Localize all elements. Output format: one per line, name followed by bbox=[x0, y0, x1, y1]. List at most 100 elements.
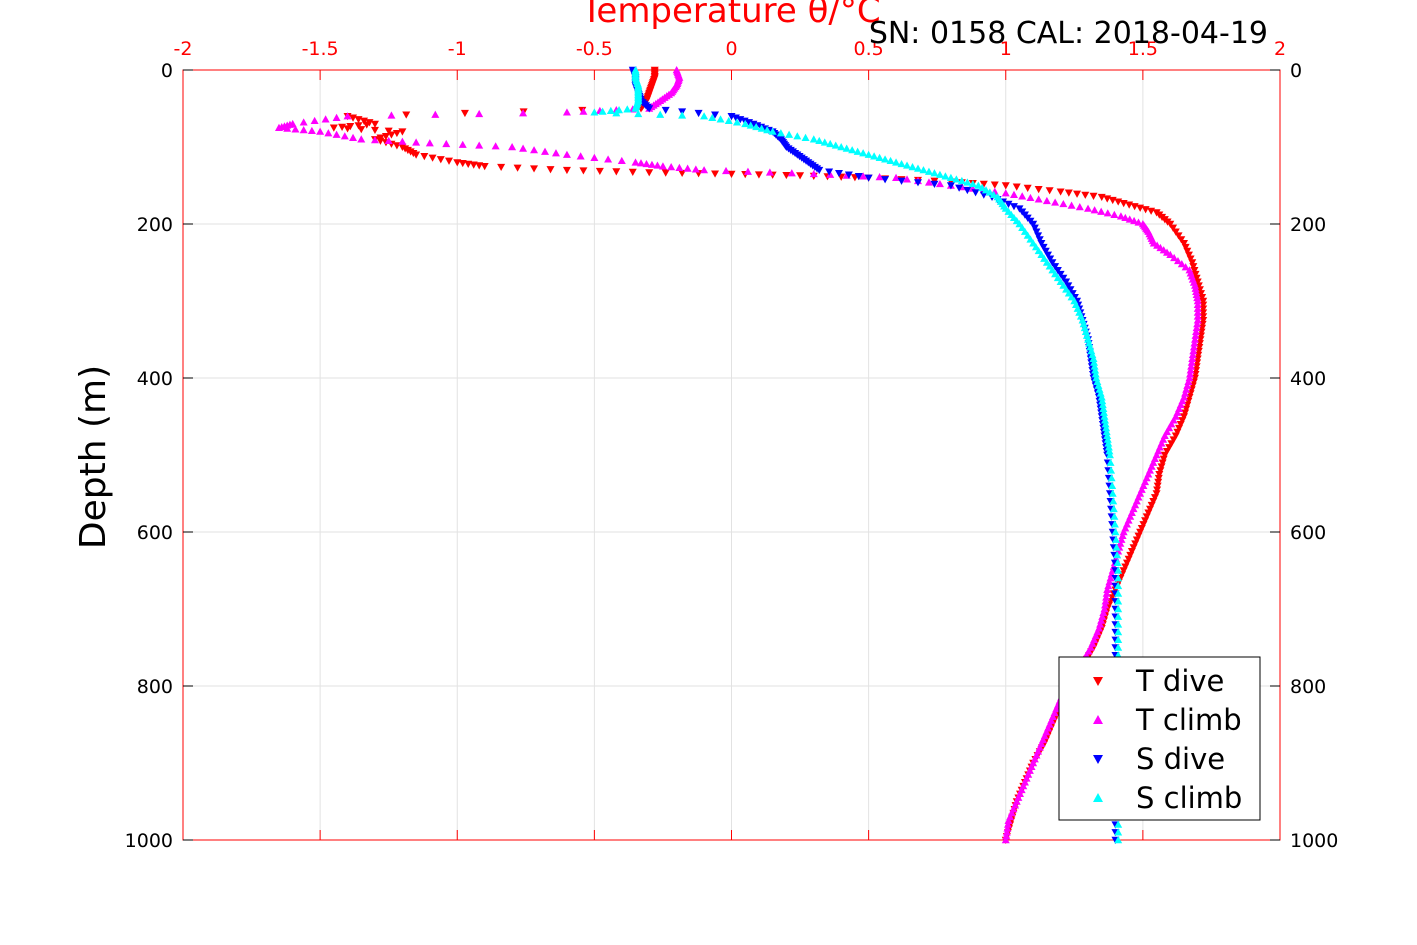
data-point bbox=[897, 159, 906, 168]
data-point bbox=[1144, 509, 1153, 517]
legend-box bbox=[1058, 656, 1261, 821]
data-point bbox=[1103, 209, 1112, 217]
data-point bbox=[1103, 585, 1112, 593]
data-point bbox=[1188, 259, 1197, 267]
data-point bbox=[562, 150, 571, 158]
data-point bbox=[1053, 267, 1062, 275]
data-point bbox=[1114, 620, 1123, 628]
data-point bbox=[1186, 255, 1195, 263]
data-point bbox=[530, 146, 539, 154]
data-point bbox=[1110, 520, 1119, 528]
data-point bbox=[1106, 458, 1115, 466]
data-point bbox=[420, 153, 429, 161]
data-point bbox=[691, 165, 700, 173]
data-point bbox=[1041, 247, 1050, 255]
data-point bbox=[1132, 536, 1141, 544]
data-point bbox=[1056, 270, 1065, 279]
y-tick-label-left: 400 bbox=[137, 368, 173, 390]
data-point bbox=[864, 174, 873, 182]
data-point bbox=[1111, 535, 1120, 543]
data-point bbox=[978, 183, 987, 192]
data-point bbox=[853, 147, 862, 155]
data-point bbox=[982, 186, 991, 194]
data-point bbox=[1114, 589, 1123, 597]
x-tick-label: -1 bbox=[448, 38, 467, 60]
chart-title: Temperature θ/°C bbox=[580, 0, 880, 31]
data-point bbox=[1122, 559, 1131, 567]
data-point bbox=[1104, 439, 1113, 447]
data-point bbox=[1078, 316, 1087, 324]
data-point bbox=[453, 159, 462, 167]
data-point bbox=[1084, 204, 1093, 212]
data-point bbox=[321, 115, 330, 123]
data-point bbox=[826, 139, 835, 148]
data-point bbox=[1156, 467, 1165, 475]
data-point bbox=[768, 127, 777, 135]
legend-label: T dive bbox=[1135, 664, 1224, 698]
data-point bbox=[1046, 255, 1055, 263]
data-point bbox=[1068, 290, 1077, 298]
data-point bbox=[1099, 608, 1108, 617]
data-point bbox=[1187, 358, 1196, 366]
data-point bbox=[1098, 612, 1107, 620]
data-point bbox=[370, 136, 379, 144]
data-point bbox=[307, 126, 316, 135]
data-point bbox=[299, 126, 308, 134]
data-point bbox=[491, 142, 500, 150]
data-point bbox=[1192, 327, 1201, 335]
data-point bbox=[864, 150, 873, 158]
data-point bbox=[1176, 421, 1185, 429]
data-point bbox=[724, 116, 733, 125]
data-point bbox=[1004, 816, 1013, 824]
data-point bbox=[1180, 240, 1189, 248]
data-point bbox=[752, 122, 761, 131]
data-point bbox=[908, 163, 917, 171]
data-point bbox=[1029, 220, 1038, 228]
data-point bbox=[1103, 435, 1112, 443]
data-point bbox=[935, 170, 944, 178]
data-point bbox=[892, 173, 901, 181]
data-point bbox=[606, 106, 615, 115]
data-point bbox=[708, 113, 717, 121]
data-point bbox=[1154, 474, 1163, 483]
data-point bbox=[1113, 551, 1122, 559]
data-point bbox=[1001, 182, 1010, 190]
data-point bbox=[1009, 203, 1018, 211]
data-point bbox=[875, 173, 884, 181]
data-point bbox=[924, 167, 933, 175]
data-point bbox=[562, 166, 571, 175]
data-point bbox=[1114, 566, 1123, 574]
data-point bbox=[519, 109, 528, 117]
data-point bbox=[590, 153, 599, 161]
y-tick-label-left: 200 bbox=[137, 214, 173, 236]
data-point bbox=[1193, 308, 1202, 316]
data-point bbox=[1114, 635, 1123, 643]
data-point bbox=[968, 179, 977, 188]
legend-label: S dive bbox=[1136, 742, 1225, 776]
data-point bbox=[746, 121, 755, 129]
data-point bbox=[1075, 203, 1084, 211]
legend-marker bbox=[1093, 715, 1103, 724]
data-point bbox=[930, 180, 939, 188]
data-point bbox=[1073, 190, 1082, 198]
data-point bbox=[941, 172, 950, 180]
data-point bbox=[349, 133, 358, 141]
data-point bbox=[1121, 213, 1130, 222]
data-point bbox=[1158, 459, 1167, 467]
data-point bbox=[1114, 643, 1123, 651]
data-point bbox=[711, 170, 720, 178]
data-point bbox=[963, 178, 972, 186]
x-tick-label: 1.5 bbox=[1128, 38, 1158, 60]
data-point bbox=[1193, 297, 1202, 305]
legend-marker bbox=[1093, 677, 1103, 686]
data-point bbox=[1126, 551, 1135, 560]
data-point bbox=[859, 149, 868, 157]
data-point bbox=[1117, 535, 1126, 543]
data-point bbox=[815, 166, 824, 175]
data-point bbox=[787, 169, 796, 177]
data-point bbox=[1080, 323, 1089, 332]
chart-subtitle: SN: 0158 CAL: 2018-04-19 bbox=[869, 16, 1268, 51]
y-tick-label-right: 400 bbox=[1290, 368, 1326, 390]
x-tick-label: 0.5 bbox=[854, 38, 884, 60]
